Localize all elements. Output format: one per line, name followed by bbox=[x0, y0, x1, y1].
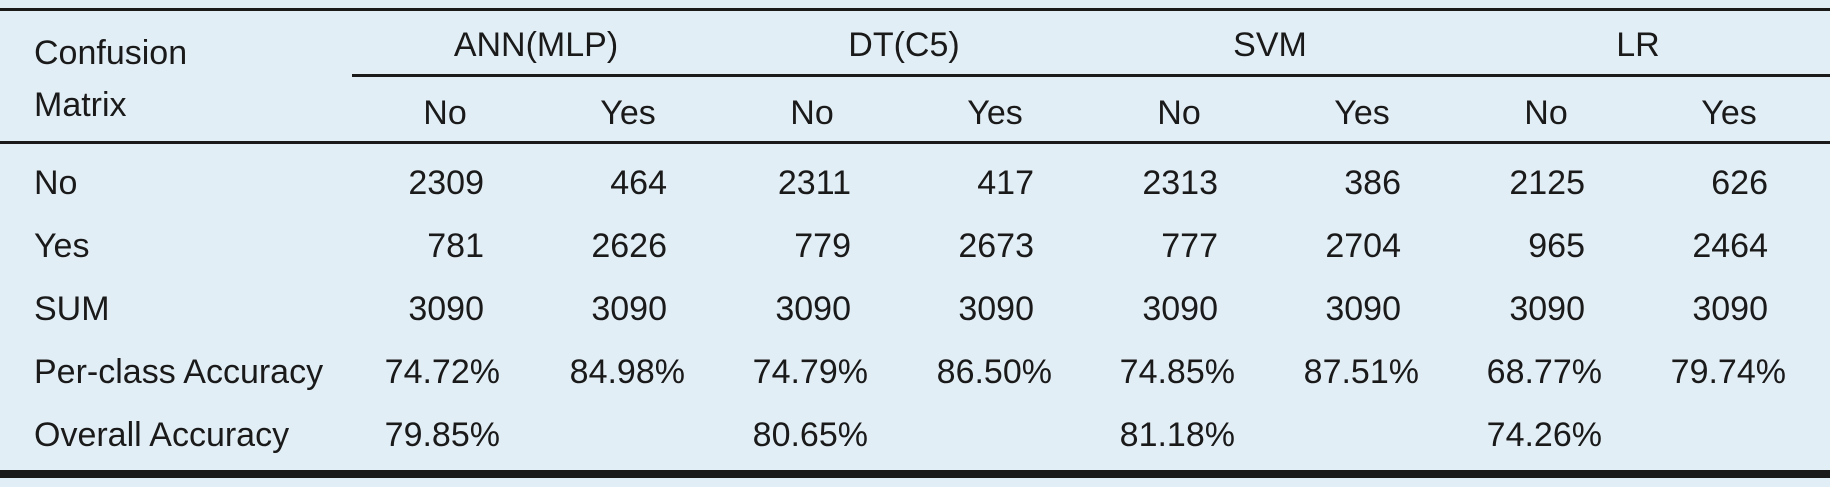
subheader-dt-yes: Yes bbox=[967, 94, 1023, 132]
table-cell: 2125 bbox=[1509, 164, 1585, 202]
table-cell: 626 bbox=[1711, 164, 1768, 202]
table-cell: 74.79% bbox=[752, 353, 868, 391]
subheader-ann-no: No bbox=[423, 94, 467, 132]
subheader-dt-no: No bbox=[790, 94, 834, 132]
group-spanner-rule bbox=[352, 74, 1830, 77]
table-cell: 2704 bbox=[1325, 227, 1401, 265]
table-cell: 2464 bbox=[1692, 227, 1768, 265]
group-header-dt: DT(C5) bbox=[848, 26, 960, 64]
subheader-ann-yes: Yes bbox=[600, 94, 656, 132]
table-cell: 3090 bbox=[1142, 290, 1218, 328]
table-cell: 3090 bbox=[591, 290, 667, 328]
table-cell: 3090 bbox=[1692, 290, 1768, 328]
table-cell: 74.26% bbox=[1486, 416, 1602, 454]
subheader-lr-no: No bbox=[1524, 94, 1568, 132]
row-label: No bbox=[34, 164, 78, 202]
table-cell: 464 bbox=[610, 164, 667, 202]
table-cell: 3090 bbox=[1509, 290, 1585, 328]
table-cell: 779 bbox=[794, 227, 851, 265]
table-cell: 3090 bbox=[1325, 290, 1401, 328]
table-cell: 2673 bbox=[958, 227, 1034, 265]
table-cell: 2313 bbox=[1142, 164, 1218, 202]
row-label: Per-class Accuracy bbox=[34, 353, 324, 391]
table-cell: 965 bbox=[1528, 227, 1585, 265]
group-header-ann: ANN(MLP) bbox=[453, 26, 619, 64]
table-cell: 80.65% bbox=[752, 416, 868, 454]
subheader-svm-yes: Yes bbox=[1334, 94, 1390, 132]
subheader-lr-yes: Yes bbox=[1701, 94, 1757, 132]
table-cell: 781 bbox=[427, 227, 484, 265]
row-label: Overall Accuracy bbox=[34, 416, 290, 454]
table-cell: 2311 bbox=[777, 164, 851, 202]
table-cell: 3090 bbox=[775, 290, 851, 328]
table-cell: 81.18% bbox=[1119, 416, 1235, 454]
table-cell: 3090 bbox=[408, 290, 484, 328]
stub-header-line2: Matrix bbox=[34, 86, 127, 124]
table-top-rule bbox=[0, 8, 1830, 11]
table-cell: 3090 bbox=[958, 290, 1034, 328]
group-header-lr: LR bbox=[1616, 26, 1660, 64]
table-cell: 417 bbox=[977, 164, 1034, 202]
table-cell: 87.51% bbox=[1303, 353, 1419, 391]
table-header-rule bbox=[0, 141, 1830, 144]
table-cell: 79.74% bbox=[1670, 353, 1786, 391]
row-label: Yes bbox=[34, 227, 90, 265]
table-cell: 74.72% bbox=[384, 353, 500, 391]
table-cell: 84.98% bbox=[569, 353, 685, 391]
row-label: SUM bbox=[34, 290, 110, 328]
table-cell: 2626 bbox=[591, 227, 667, 265]
table-cell: 79.85% bbox=[384, 416, 500, 454]
subheader-svm-no: No bbox=[1157, 94, 1201, 132]
table-cell: 2309 bbox=[408, 164, 484, 202]
stub-header-line1: Confusion bbox=[34, 34, 188, 72]
table-cell: 68.77% bbox=[1486, 353, 1602, 391]
table-cell: 777 bbox=[1161, 227, 1218, 265]
table-cell: 86.50% bbox=[936, 353, 1052, 391]
table-cell: 386 bbox=[1344, 164, 1401, 202]
table-cell: 74.85% bbox=[1119, 353, 1235, 391]
table-bottom-rule bbox=[0, 470, 1830, 478]
group-header-svm: SVM bbox=[1233, 26, 1307, 64]
